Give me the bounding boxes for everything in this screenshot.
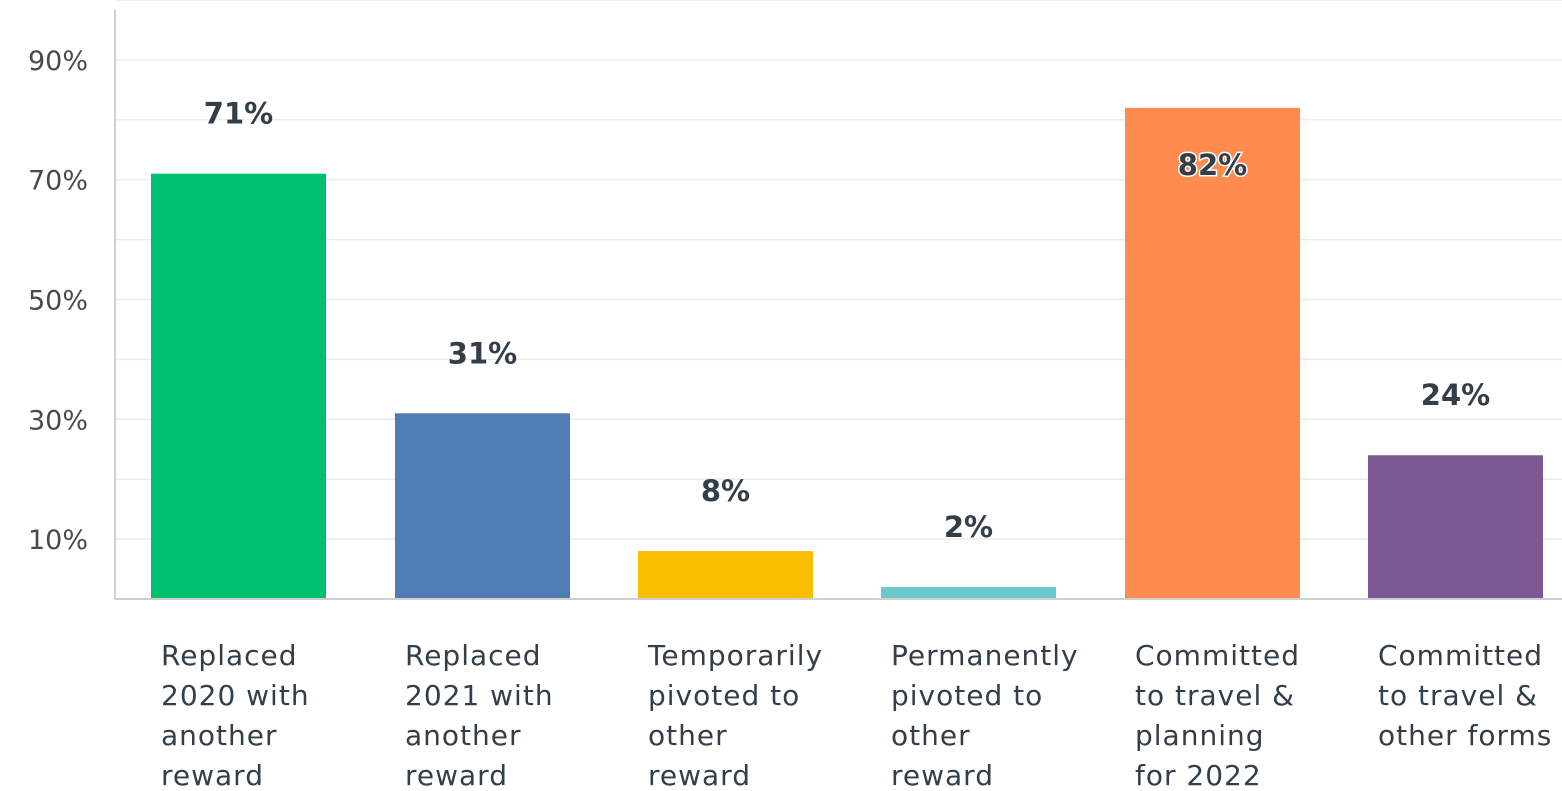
category-labels: Replaced 2020 with another reward Replaced 20… bbox=[161, 639, 1552, 791]
category-label-line: reward bbox=[891, 759, 994, 787]
value-label: 71% bbox=[204, 97, 273, 131]
value-label: 31% bbox=[448, 336, 517, 370]
grid-lines bbox=[115, 0, 1562, 540]
category-label-line: other forms bbox=[1378, 719, 1552, 752]
category-label-line: Temporarily bbox=[647, 639, 823, 672]
category-label-line: other bbox=[648, 719, 728, 752]
y-tick-label: 30% bbox=[28, 405, 88, 436]
category-label-line: 2020 with bbox=[161, 679, 310, 712]
axes bbox=[114, 10, 1562, 600]
category-label-line: Permanently bbox=[891, 639, 1079, 672]
y-tick-label: 50% bbox=[28, 286, 88, 317]
category-label-line: for 2022 bbox=[1135, 759, 1262, 787]
y-axis-ticks: 10% 30% 50% 70% 90% bbox=[28, 46, 88, 556]
bar bbox=[1368, 455, 1543, 599]
category-label: Replaced 2020 with another reward bbox=[161, 639, 310, 787]
category-label-line: pivoted to bbox=[891, 679, 1043, 712]
category-label: Temporarily pivoted to other reward bbox=[647, 639, 823, 787]
category-label: Replaced 2021 with another reward bbox=[405, 639, 554, 787]
category-label: Committed to travel & other forms bbox=[1378, 639, 1552, 752]
category-label: Permanently pivoted to other reward bbox=[891, 639, 1079, 787]
category-label: Committed to travel & planning for 2022 bbox=[1135, 639, 1300, 787]
category-label-line: Replaced bbox=[405, 639, 542, 672]
bar bbox=[1125, 107, 1300, 599]
value-label: 24% bbox=[1421, 378, 1490, 412]
value-labels: 71% 31% 8% 2% 82% 24% bbox=[204, 97, 1490, 544]
value-label: 2% bbox=[944, 510, 993, 544]
category-label-line: another bbox=[405, 719, 522, 752]
bar bbox=[638, 551, 813, 599]
category-label-line: Committed bbox=[1135, 639, 1300, 672]
category-label-line: planning bbox=[1135, 719, 1265, 752]
category-label-line: other bbox=[891, 719, 971, 752]
category-label-line: Replaced bbox=[161, 639, 298, 672]
y-tick-label: 70% bbox=[28, 166, 88, 197]
category-label-line: reward bbox=[161, 759, 264, 787]
bar bbox=[395, 413, 570, 599]
category-label-line: reward bbox=[405, 759, 508, 787]
bar bbox=[881, 587, 1056, 599]
category-label-line: to travel & bbox=[1135, 679, 1295, 712]
y-tick-label: 90% bbox=[28, 46, 88, 77]
value-label: 8% bbox=[701, 474, 750, 508]
category-label-line: Committed bbox=[1378, 639, 1543, 672]
category-label-line: to travel & bbox=[1378, 679, 1538, 712]
bars bbox=[151, 107, 1543, 599]
category-label-line: 2021 with bbox=[405, 679, 554, 712]
category-label-line: pivoted to bbox=[648, 679, 800, 712]
y-tick-label: 10% bbox=[28, 525, 88, 556]
bar bbox=[151, 173, 326, 599]
value-label: 82% bbox=[1178, 148, 1247, 182]
category-label-line: reward bbox=[648, 759, 751, 787]
category-label-line: another bbox=[161, 719, 278, 752]
